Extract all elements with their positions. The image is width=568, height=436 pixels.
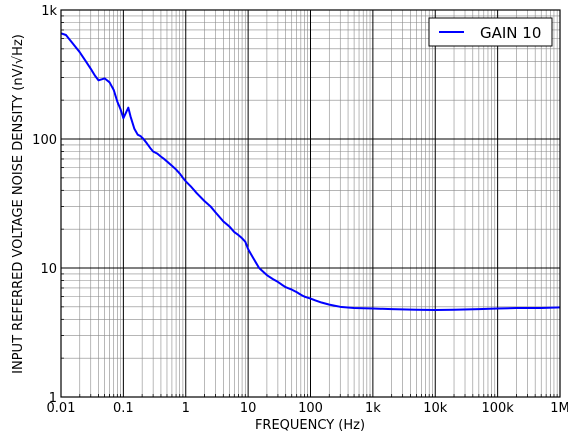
legend: GAIN 10 — [428, 17, 553, 47]
y-axis-ticks: 1 10 100 1k — [32, 4, 64, 406]
y-tick-label: 1k — [41, 4, 57, 19]
x-tick-label: 1 — [182, 401, 190, 416]
x-tick-label: 1k — [365, 401, 381, 416]
series-line-gain-10 — [60, 32, 561, 312]
plot-frame — [60, 9, 561, 398]
x-tick-label: 10k — [423, 401, 448, 416]
x-axis-label: FREQUENCY (Hz) — [255, 418, 365, 433]
y-axis-label: INPUT REFERRED VOLTAGE NOISE DENSITY (nV… — [11, 34, 26, 374]
x-tick-label: 10 — [240, 401, 257, 416]
y-tick-label: 10 — [40, 262, 57, 277]
series-layer — [60, 32, 561, 312]
y-tick-label: 1 — [49, 391, 57, 406]
x-axis-ticks: 0.01 0.1 1 10 100 1k 10k 100k 1M — [47, 394, 568, 416]
y-tick-label: 100 — [32, 133, 57, 148]
x-tick-label: 1M — [550, 401, 568, 416]
x-tick-label: 0.01 — [47, 401, 76, 416]
x-tick-label: 100 — [298, 401, 323, 416]
legend-label-gain-10: GAIN 10 — [480, 24, 541, 42]
x-tick-label: 100k — [481, 401, 514, 416]
x-tick-label: 0.1 — [113, 401, 134, 416]
